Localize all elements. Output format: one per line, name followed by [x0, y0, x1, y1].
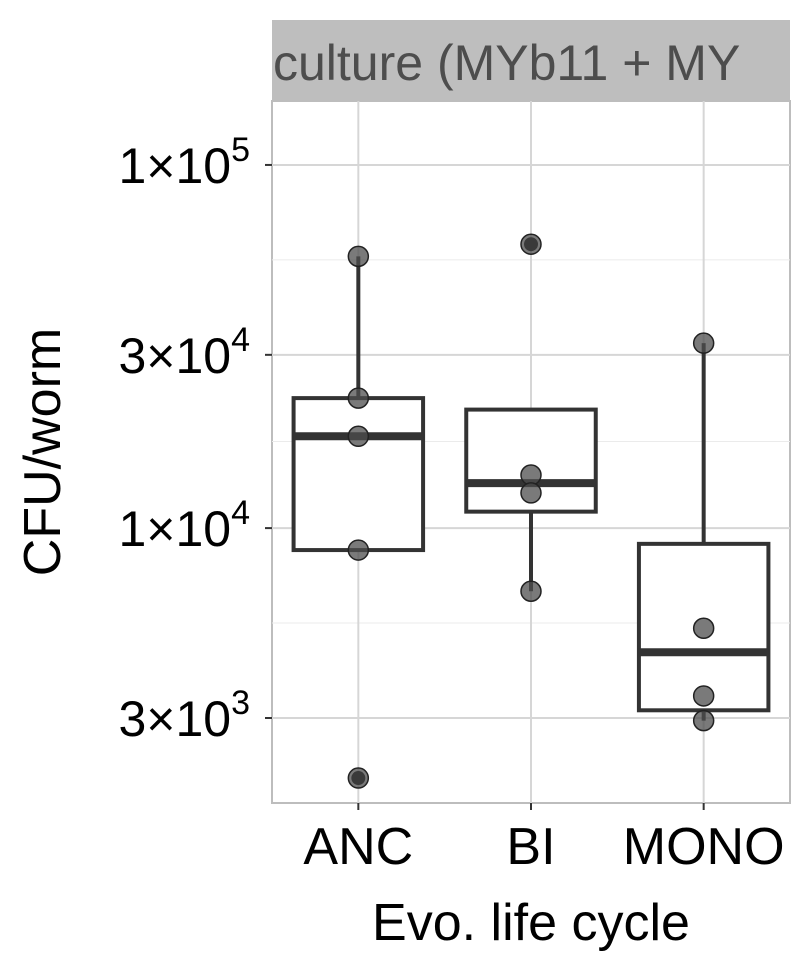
- data-points: [347, 233, 715, 789]
- data-point: [347, 539, 370, 561]
- y-tick-label: 1×104: [118, 494, 250, 557]
- data-point: [692, 617, 715, 639]
- data-point: [692, 685, 715, 707]
- data-point: [520, 233, 542, 255]
- y-tick-labels: 3×103 1×104 3×104 1×105: [118, 131, 272, 747]
- y-tick-label: 1×105: [118, 131, 250, 194]
- data-point: [692, 709, 715, 732]
- y-tick-label: 3×103: [118, 684, 250, 747]
- data-point: [347, 767, 370, 789]
- y-tick-label: 3×104: [118, 321, 250, 384]
- x-tick-label: MONO: [623, 818, 785, 876]
- x-tick-label: BI: [506, 818, 555, 876]
- y-axis-title: CFU/worm: [14, 328, 72, 576]
- data-point: [347, 245, 370, 268]
- facet-strip-label: culture (MYb11 + MY: [273, 35, 740, 91]
- data-point: [520, 580, 542, 603]
- data-point: [347, 387, 370, 409]
- data-point: [520, 482, 542, 504]
- x-tick-labels: ANC BI MONO: [303, 803, 785, 876]
- box-iqr: [291, 396, 426, 553]
- data-point: [692, 332, 715, 354]
- facet-strip: [272, 20, 790, 101]
- x-axis-title: Evo. life cycle: [372, 894, 690, 952]
- data-point: [520, 464, 542, 486]
- data-point: [347, 425, 370, 448]
- x-tick-label: ANC: [303, 818, 413, 876]
